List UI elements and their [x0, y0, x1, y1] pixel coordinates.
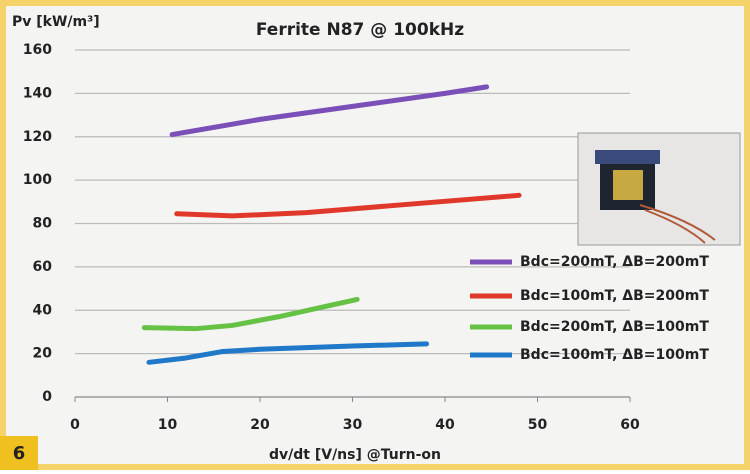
y-axis-label: Pv [kW/m³] — [12, 14, 100, 30]
y-tick-label: 60 — [33, 259, 53, 275]
figure-number: 6 — [13, 443, 26, 464]
y-tick-label: 40 — [33, 302, 53, 318]
y-tick-label: 0 — [42, 389, 52, 405]
chart: Ferrite N87 @ 100kHz Pv [kW/m³] dv/dt [V… — [0, 0, 750, 470]
x-tick-label: 20 — [250, 417, 270, 433]
legend-label: Bdc=100mT, ΔB=200mT — [520, 288, 709, 304]
legend-label: Bdc=100mT, ΔB=100mT — [520, 347, 709, 363]
legend-label: Bdc=200mT, ΔB=100mT — [520, 319, 709, 335]
legend-label: Bdc=200mT, ΔB=200mT — [520, 254, 709, 270]
y-tick-label: 20 — [33, 346, 53, 362]
page: {"chart_data": {"type": "line", "title":… — [0, 0, 750, 474]
x-tick-label: 60 — [620, 417, 640, 433]
x-tick-label: 10 — [158, 417, 178, 433]
y-tick-label: 160 — [23, 42, 52, 58]
y-tick-label: 80 — [33, 216, 53, 232]
photo — [578, 133, 740, 245]
chart-title: Ferrite N87 @ 100kHz — [256, 20, 464, 40]
x-tick-label: 0 — [70, 417, 80, 433]
y-tick-label: 140 — [23, 85, 52, 101]
x-tick-label: 40 — [435, 417, 455, 433]
y-tick-label: 120 — [23, 129, 52, 145]
x-tick-label: 30 — [343, 417, 363, 433]
x-tick-label: 50 — [528, 417, 548, 433]
y-tick-label: 100 — [23, 172, 52, 188]
x-axis-label: dv/dt [V/ns] @Turn-on — [269, 447, 441, 463]
